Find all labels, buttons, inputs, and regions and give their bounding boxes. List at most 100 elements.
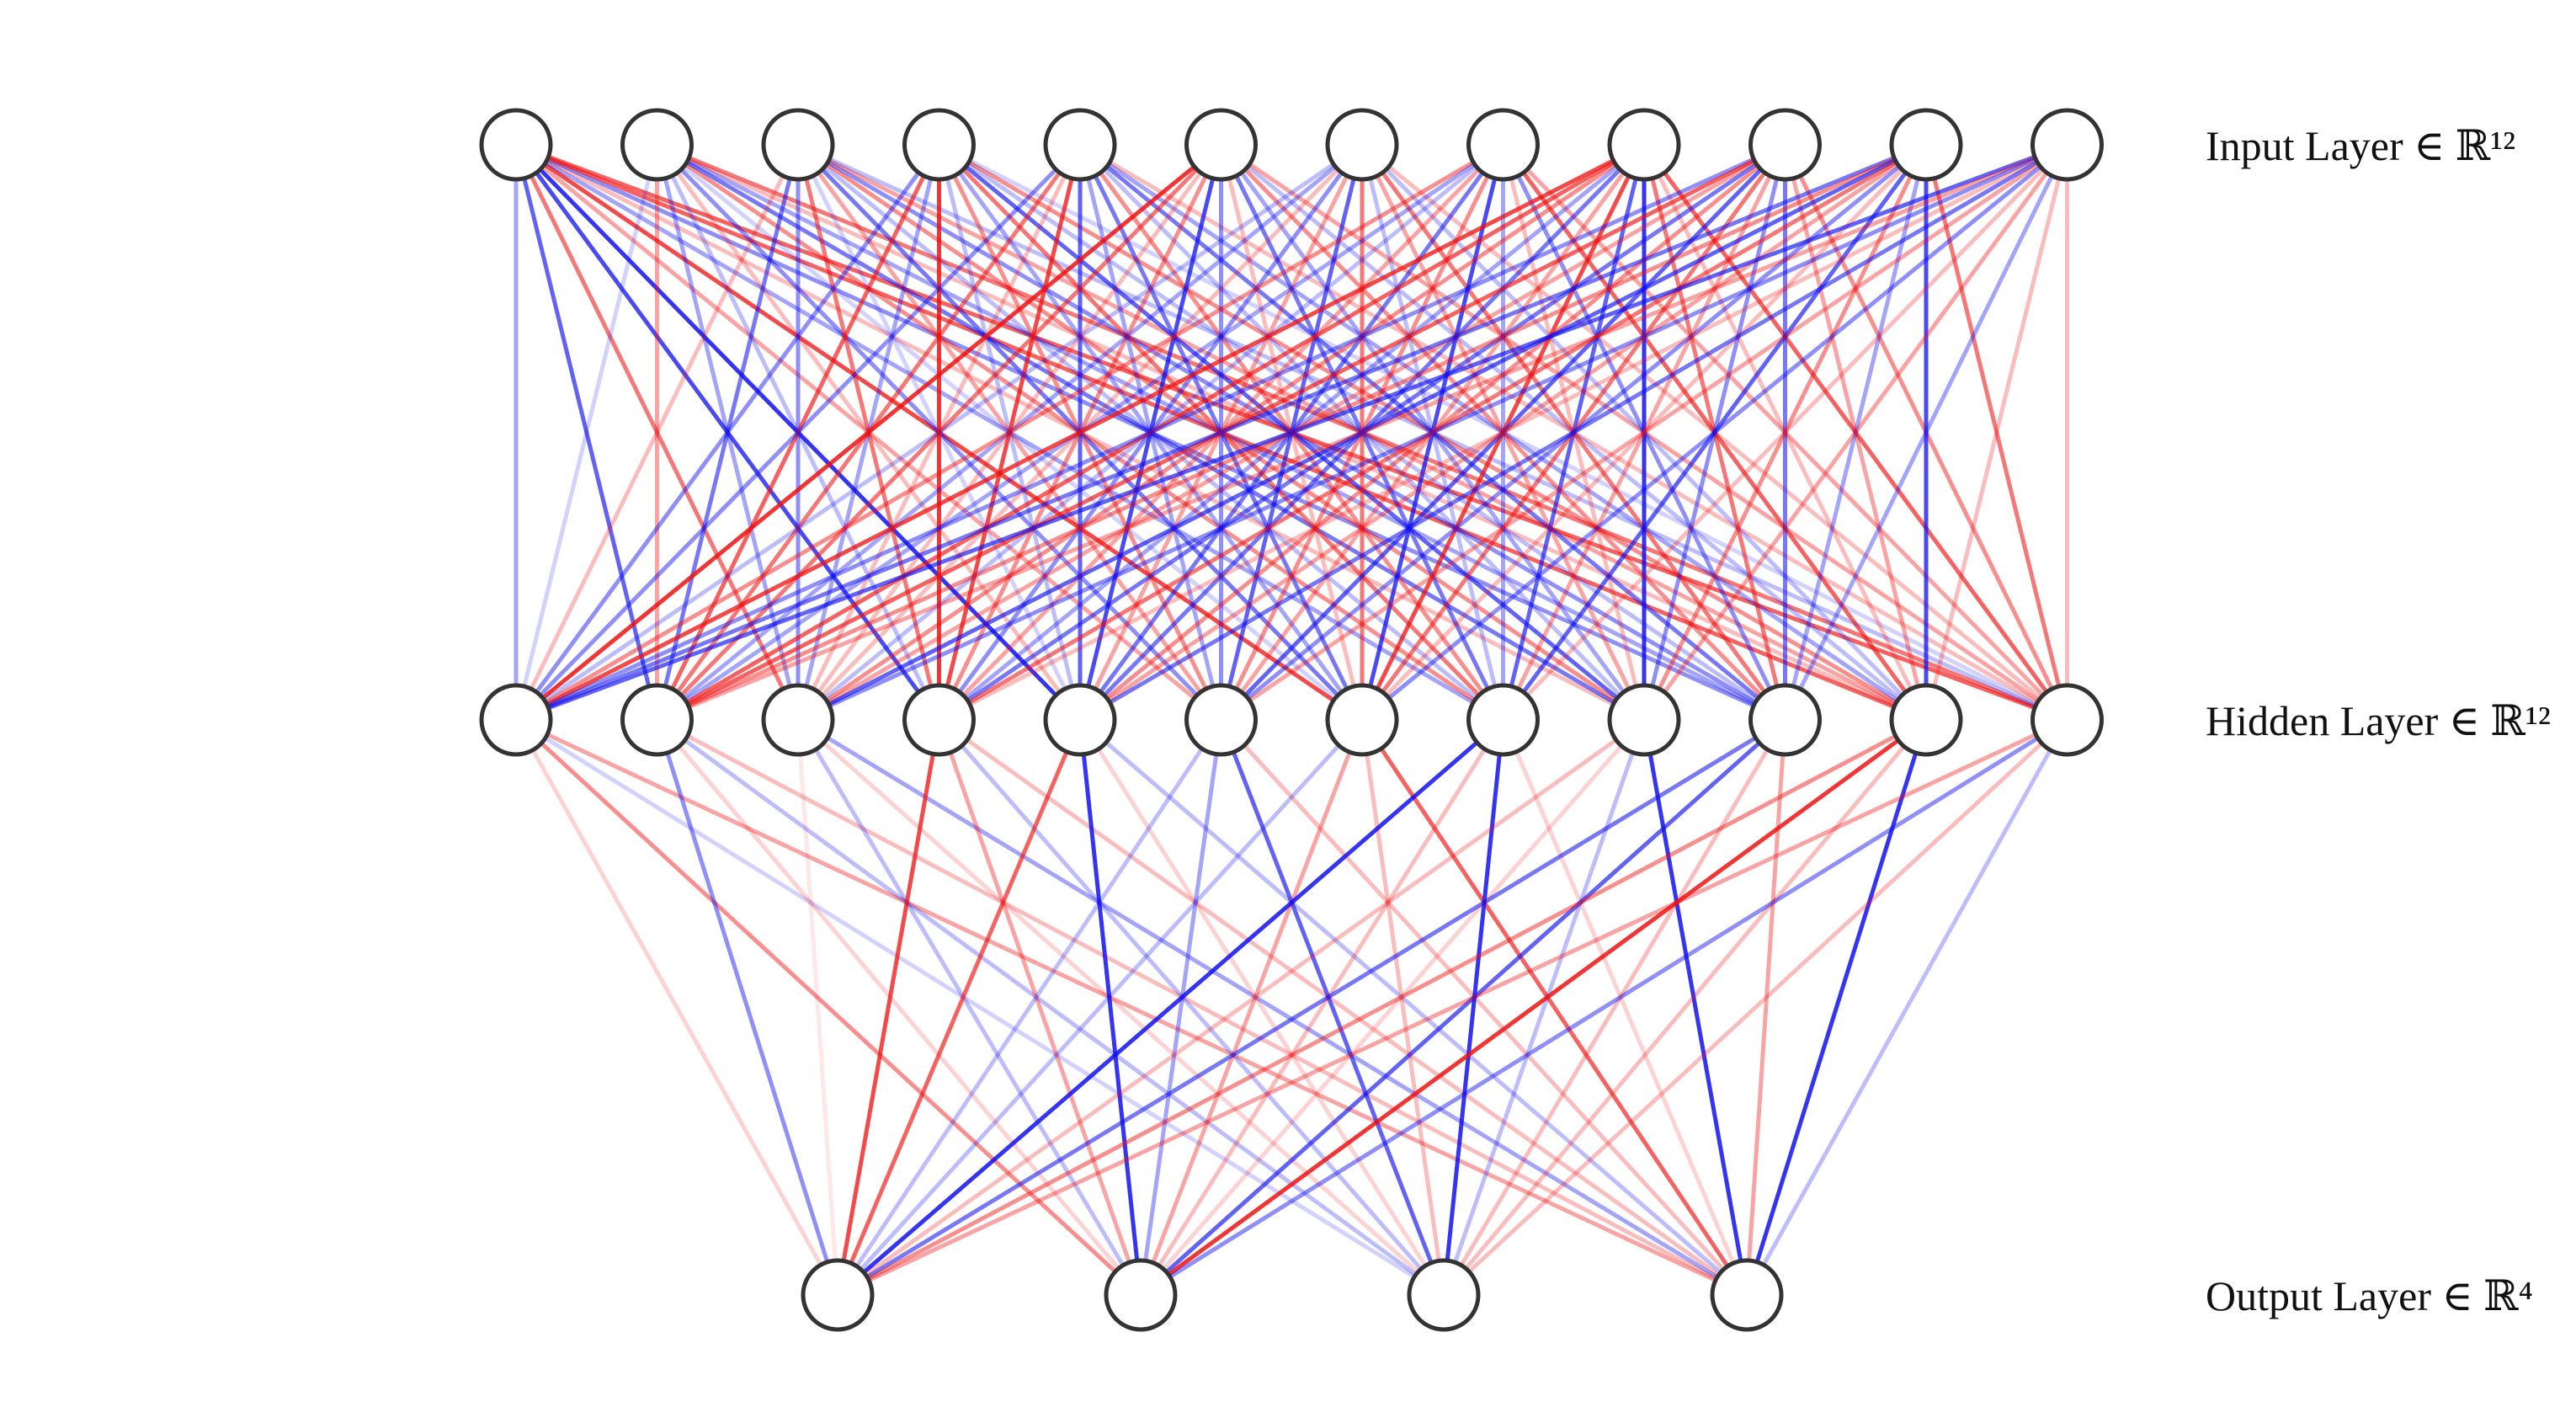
edge-hidden-6-to-output-1 [1138, 719, 1365, 1296]
edge-hidden-6-to-output-0 [836, 718, 1364, 1297]
edge-hidden-8-to-output-0 [836, 717, 1646, 1297]
edge-hidden-3-to-output-3 [938, 717, 1748, 1297]
edge-hidden-5-to-output-0 [835, 718, 1223, 1297]
input-node-3 [761, 108, 835, 182]
edge-hidden-9-to-output-0 [836, 717, 1786, 1297]
input-node-1 [479, 108, 553, 182]
edge-input-11-to-hidden-3 [938, 142, 2068, 722]
edge-hidden-6-to-output-2 [1360, 719, 1446, 1296]
input-node-7 [1325, 108, 1399, 182]
edge-hidden-2-to-output-3 [796, 717, 1748, 1297]
input-node-9 [1607, 108, 1681, 182]
edge-input-11-to-hidden-10 [1924, 144, 2069, 721]
edge-input-10-to-hidden-6 [1360, 143, 1928, 722]
edge-input-10-to-hidden-4 [1078, 142, 1928, 722]
edge-hidden-0-to-output-1 [514, 718, 1142, 1297]
edge-input-11-to-hidden-8 [1642, 143, 2069, 722]
edge-hidden-1-to-output-3 [656, 717, 1748, 1297]
edge-input-6-to-hidden-0 [514, 142, 1364, 722]
hidden-node-4 [902, 683, 976, 757]
edge-hidden-9-to-output-2 [1441, 718, 1787, 1297]
edge-hidden-10-to-output-2 [1442, 718, 1928, 1297]
edge-hidden-9-to-output-3 [1744, 719, 1787, 1296]
edge-input-7-to-hidden-0 [514, 142, 1504, 722]
edge-input-10-to-hidden-0 [515, 142, 1927, 722]
edge-input-10-to-hidden-7 [1501, 143, 1929, 722]
output-layer-label: Output Layer ∈ ℝ⁴ [2206, 1272, 2533, 1319]
edge-input-2-to-hidden-1 [655, 144, 801, 721]
edge-hidden-4-to-output-2 [1078, 718, 1446, 1297]
edge-input-11-to-hidden-4 [1078, 142, 2068, 722]
connection-edges [514, 142, 2069, 1297]
output-node-3 [1407, 1258, 1481, 1332]
edge-input-11-to-hidden-0 [515, 142, 2068, 722]
hidden-node-2 [620, 683, 694, 757]
edge-hidden-10-to-output-0 [836, 717, 1928, 1297]
edge-hidden-8-to-output-3 [1642, 719, 1749, 1296]
edge-hidden-8-to-output-2 [1441, 719, 1647, 1296]
edge-hidden-4-to-output-3 [1078, 718, 1748, 1297]
layer-labels: Input Layer ∈ ℝ¹² Hidden Layer ∈ ℝ¹² Out… [2206, 122, 2551, 1319]
edge-hidden-11-to-output-1 [1139, 717, 2068, 1297]
neuron-nodes [479, 108, 2104, 1332]
hidden-node-7 [1325, 683, 1399, 757]
edge-input-11-to-hidden-7 [1501, 143, 2069, 722]
edge-hidden-3-to-output-1 [937, 719, 1143, 1296]
edge-input-11-to-hidden-1 [656, 142, 2068, 722]
edge-hidden-1-to-output-0 [655, 719, 840, 1296]
edge-input-10-to-hidden-8 [1642, 143, 1929, 722]
edge-input-10-to-hidden-11 [1924, 144, 2069, 721]
edge-hidden-10-to-output-1 [1139, 717, 1928, 1297]
edge-hidden-4-to-output-0 [835, 719, 1083, 1296]
edge-hidden-5-to-output-2 [1219, 719, 1446, 1296]
input-node-4 [902, 108, 976, 182]
input-node-11 [1889, 108, 1963, 182]
input-node-2 [620, 108, 694, 182]
input-node-12 [2030, 108, 2104, 182]
input-node-6 [1184, 108, 1258, 182]
input-node-8 [1466, 108, 1540, 182]
edge-hidden-0-to-output-3 [514, 717, 1748, 1297]
edge-hidden-7-to-output-0 [836, 718, 1505, 1297]
edge-hidden-2-to-output-1 [796, 718, 1143, 1297]
edge-hidden-7-to-output-3 [1501, 719, 1749, 1296]
edge-hidden-6-to-output-3 [1360, 718, 1749, 1297]
edge-input-5-to-hidden-0 [514, 143, 1223, 722]
edge-hidden-3-to-output-0 [835, 719, 941, 1296]
edge-input-11-to-hidden-2 [796, 142, 2068, 722]
edge-hidden-1-to-output-1 [655, 718, 1142, 1297]
output-node-1 [801, 1258, 875, 1332]
hidden-node-12 [2030, 683, 2104, 757]
edge-hidden-3-to-output-2 [937, 718, 1445, 1297]
edge-hidden-11-to-output-0 [836, 717, 2068, 1297]
edge-hidden-4-to-output-1 [1078, 719, 1143, 1296]
edge-input-11-to-hidden-5 [1220, 142, 2068, 722]
input-node-10 [1748, 108, 1822, 182]
hidden-node-5 [1043, 683, 1117, 757]
edge-input-4-to-hidden-3 [937, 144, 1083, 721]
edge-hidden-5-to-output-1 [1138, 719, 1223, 1296]
hidden-node-6 [1184, 683, 1258, 757]
edge-hidden-11-to-output-3 [1744, 718, 2069, 1297]
edge-hidden-7-to-output-1 [1138, 718, 1505, 1297]
hidden-node-1 [479, 683, 553, 757]
edge-input-3-to-hidden-0 [514, 143, 941, 722]
hidden-node-3 [761, 683, 835, 757]
edge-hidden-8-to-output-1 [1139, 718, 1646, 1297]
edge-input-8-to-hidden-0 [514, 142, 1646, 722]
edge-hidden-10-to-output-3 [1744, 719, 1929, 1296]
edge-input-10-to-hidden-2 [796, 142, 1928, 722]
edge-hidden-0-to-output-0 [514, 718, 840, 1297]
edge-input-4-to-hidden-0 [514, 143, 1082, 722]
edge-input-1-to-hidden-0 [514, 144, 659, 721]
edge-hidden-5-to-output-3 [1219, 718, 1748, 1297]
edge-input-11-to-hidden-6 [1360, 143, 2069, 722]
edge-hidden-9-to-output-1 [1139, 718, 1787, 1297]
edge-hidden-7-to-output-2 [1441, 719, 1505, 1296]
edge-hidden-2-to-output-2 [796, 718, 1445, 1297]
edge-hidden-1-to-output-2 [656, 717, 1445, 1297]
edge-input-2-to-hidden-0 [514, 143, 801, 722]
hidden-node-10 [1748, 683, 1822, 757]
edge-input-10-to-hidden-3 [938, 142, 1928, 722]
